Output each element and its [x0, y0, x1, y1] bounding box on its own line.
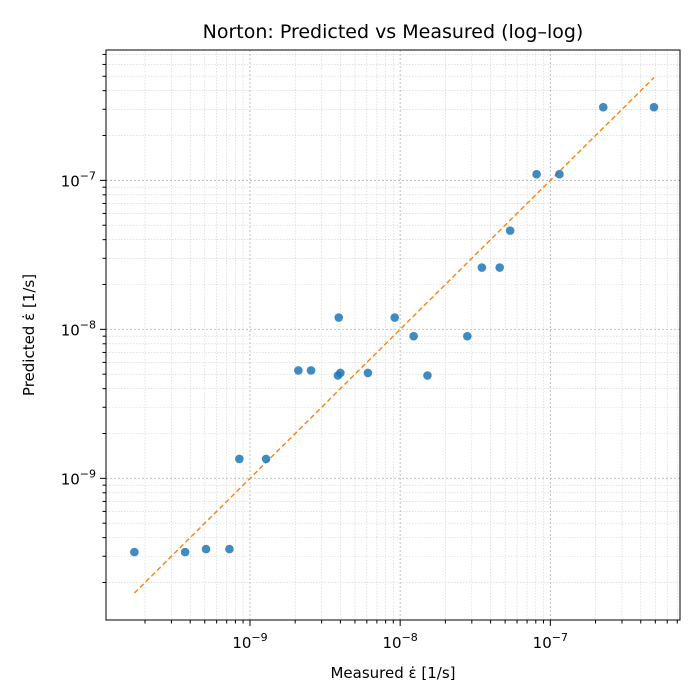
data-point: [555, 169, 564, 179]
x-tick-label: 10−9: [232, 631, 267, 652]
x-tick-label: 10−7: [533, 631, 568, 652]
y-tick-label: 10−9: [61, 467, 96, 488]
data-point: [180, 547, 190, 557]
x-tick-label: 10−8: [382, 631, 417, 652]
data-point: [201, 544, 211, 554]
data-point: [225, 544, 234, 554]
data-point: [130, 547, 139, 557]
data-point: [598, 102, 608, 112]
y-tick-label: 10−8: [61, 318, 96, 339]
grid: [106, 50, 680, 620]
data-point: [334, 313, 344, 322]
y-axis-label: Predicted ε̇ [1/s]: [20, 274, 38, 396]
data-point: [235, 454, 244, 464]
data-point: [423, 371, 432, 380]
data-point: [261, 454, 271, 464]
data-point: [409, 331, 418, 341]
data-point: [363, 368, 373, 378]
data-point: [306, 366, 316, 375]
chart-title: Norton: Predicted vs Measured (log–log): [203, 21, 584, 43]
data-point: [495, 263, 504, 272]
tick-labels: 10−9 10−8 10−7 10−9 10−8 10−7: [61, 169, 568, 652]
data-point: [294, 366, 303, 375]
identity-line: [133, 77, 655, 594]
x-axis-label: Measured ε̇ [1/s]: [330, 664, 455, 682]
y-tick-label: 10−7: [61, 169, 96, 190]
data-point: [505, 226, 515, 235]
data-point: [463, 331, 472, 341]
data-point: [336, 368, 345, 378]
axis-ticks: [100, 53, 678, 626]
data-point: [390, 313, 400, 322]
data-points: [130, 102, 659, 557]
data-point: [532, 169, 541, 179]
data-point: [649, 102, 659, 112]
identity-line-layer: [133, 77, 655, 594]
data-point: [477, 263, 487, 272]
